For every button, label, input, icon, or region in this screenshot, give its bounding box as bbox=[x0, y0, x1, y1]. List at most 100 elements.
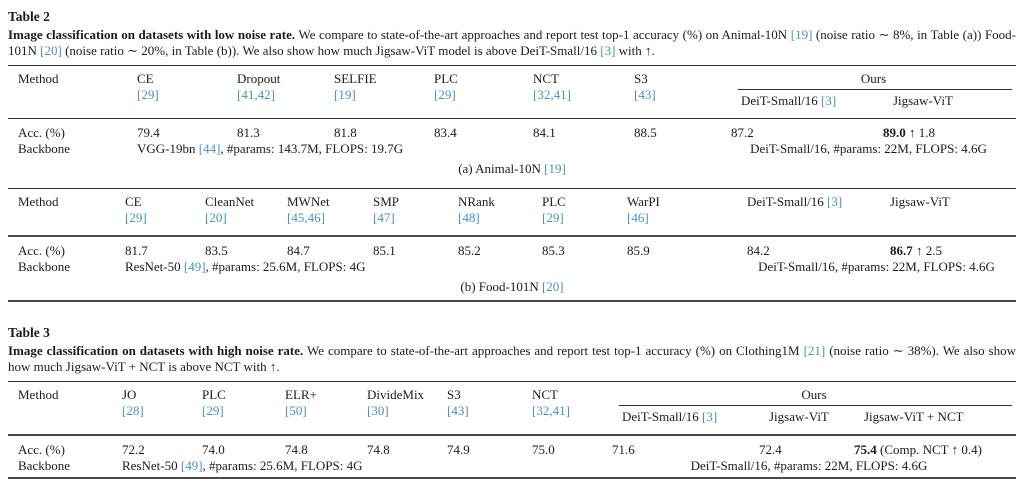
backbone-right: DeiT-Small/16, #params: 22M, FLOPS: 4.6G bbox=[750, 141, 987, 156]
backbone-right: DeiT-Small/16, #params: 22M, FLOPS: 4.6G bbox=[758, 259, 995, 274]
acc-value: 81.8 bbox=[334, 125, 357, 140]
table3-caption: Image classification on datasets with hi… bbox=[8, 343, 1016, 374]
text-segment: ResNet-50 bbox=[125, 259, 184, 274]
col-header-method: Method bbox=[8, 381, 112, 436]
col-header-method: Method bbox=[8, 65, 127, 119]
citation-ref[interactable]: [30] bbox=[367, 403, 389, 418]
col-header-dividemix: DivideMix [30] bbox=[357, 381, 437, 436]
col-header-smp: SMP [47] bbox=[363, 188, 448, 237]
citation-ref[interactable]: [45,46] bbox=[287, 210, 325, 225]
table2-label: Table 2 bbox=[8, 9, 50, 24]
subcaption-a: (a) Animal-10N [19] bbox=[8, 160, 1016, 182]
citation-ref[interactable]: [3] bbox=[821, 93, 837, 108]
citation-ref[interactable]: [20] bbox=[541, 279, 564, 294]
table2a-acc-row: Acc. (%) 79.4 81.3 81.8 83.4 84.1 88.5 8… bbox=[8, 119, 1016, 142]
text-segment: ResNet-50 bbox=[122, 458, 181, 473]
acc-value: 84.7 bbox=[287, 243, 310, 258]
col-header-method: Method bbox=[8, 188, 115, 237]
ours-subheaders: DeiT-Small/16 [3] Jigsaw-ViT Jigsaw-ViT … bbox=[612, 406, 1016, 425]
text-segment: Jigsaw-ViT + NCT bbox=[864, 409, 964, 424]
table3-backbone-row: Backbone ResNet-50 [49], #params: 25.6M,… bbox=[8, 458, 1016, 478]
acc-value: 81.3 bbox=[237, 125, 260, 140]
table2a-backbone-row: Backbone VGG-19bn [44], #params: 143.7M,… bbox=[8, 141, 1016, 160]
acc-value: 74.8 bbox=[367, 442, 390, 457]
col-header-deit: DeiT-Small/16 [3] bbox=[731, 90, 883, 109]
citation-ref[interactable]: [19] bbox=[790, 27, 813, 42]
acc-value: 85.3 bbox=[542, 243, 565, 258]
row-label: Acc. (%) bbox=[18, 243, 65, 258]
acc-value: 72.2 bbox=[122, 442, 145, 457]
citation-ref[interactable]: [44] bbox=[198, 141, 221, 156]
citation-ref[interactable]: [41,42] bbox=[237, 87, 275, 102]
citation-ref[interactable]: [29] bbox=[125, 210, 147, 225]
citation-ref[interactable]: [19] bbox=[544, 161, 566, 176]
acc-value: 88.5 bbox=[634, 125, 657, 140]
citation-ref[interactable]: [32,41] bbox=[532, 403, 570, 418]
acc-value-best: 86.7 ↑ 2.5 bbox=[880, 236, 1016, 259]
col-header-ce: CE [29] bbox=[127, 65, 227, 119]
table2-block: Table 2 Image classification on datasets… bbox=[8, 8, 1016, 302]
text-segment: with ↑. bbox=[615, 42, 655, 58]
col-header-dropout: Dropout [41,42] bbox=[227, 65, 324, 119]
citation-ref[interactable]: [32,41] bbox=[533, 87, 571, 102]
col-header-jigsaw-vit: Jigsaw-ViT bbox=[880, 188, 1016, 237]
citation-ref[interactable]: [20] bbox=[40, 42, 62, 58]
row-label: Backbone bbox=[18, 458, 70, 473]
citation-ref[interactable]: [3] bbox=[600, 42, 616, 58]
citation-ref[interactable]: [3] bbox=[827, 194, 843, 209]
ours-group-header: Ours DeiT-Small/16 [3] Jigsaw-ViT bbox=[721, 65, 1016, 119]
acc-value: 79.4 bbox=[137, 125, 160, 140]
citation-ref[interactable]: [50] bbox=[285, 403, 307, 418]
citation-ref[interactable]: [43] bbox=[447, 403, 469, 418]
row-label: Acc. (%) bbox=[18, 442, 65, 457]
citation-ref[interactable]: [29] bbox=[434, 87, 456, 102]
citation-ref[interactable]: [20] bbox=[205, 210, 227, 225]
text-segment: Image classification on datasets with lo… bbox=[8, 27, 296, 42]
col-header-ce: CE [29] bbox=[115, 188, 195, 237]
table2b-acc-row: Acc. (%) 81.7 83.5 84.7 85.1 85.2 85.3 8… bbox=[8, 236, 1016, 259]
text-segment: 89.0 bbox=[883, 125, 906, 140]
citation-ref[interactable]: [46] bbox=[627, 210, 649, 225]
citation-ref[interactable]: [21] bbox=[803, 343, 826, 358]
citation-ref[interactable]: [48] bbox=[458, 210, 480, 225]
ours-label: Ours bbox=[801, 387, 827, 402]
text-segment: 75.4 bbox=[854, 442, 877, 457]
text-segment: (b) Food-101N bbox=[460, 279, 542, 294]
acc-value-best: 89.0 ↑ 1.8 bbox=[873, 119, 1016, 142]
text-segment: ↑ 1.8 bbox=[905, 125, 935, 140]
text-segment: , #params: 143.7M, FLOPS: 19.7G bbox=[220, 141, 404, 156]
text-segment: DeiT-Small/16 bbox=[622, 409, 703, 424]
table3-block: Table 3 Image classification on datasets… bbox=[8, 324, 1017, 479]
citation-ref[interactable]: [49] bbox=[180, 458, 203, 473]
table2a: Method CE [29] Dropout [41,42] SELFIE [19] … bbox=[8, 65, 1016, 182]
text-segment: , #params: 25.6M, FLOPS: 4G bbox=[202, 458, 363, 473]
col-header-nrank: NRank [48] bbox=[448, 188, 532, 237]
citation-ref[interactable]: [29] bbox=[202, 403, 224, 418]
citation-ref[interactable]: [29] bbox=[137, 87, 159, 102]
citation-ref[interactable]: [19] bbox=[334, 87, 356, 102]
citation-ref[interactable]: [43] bbox=[634, 87, 656, 102]
acc-value: 74.0 bbox=[202, 442, 225, 457]
acc-value: 87.2 bbox=[731, 125, 754, 140]
acc-value: 74.9 bbox=[447, 442, 470, 457]
table2a-header-row: Method CE [29] Dropout [41,42] SELFIE [19] … bbox=[8, 65, 1016, 119]
citation-ref[interactable]: [29] bbox=[542, 210, 564, 225]
table3-header-row: Method JO [28] PLC [29] ELR+ [50] DivideMix… bbox=[8, 381, 1017, 436]
ours-underline bbox=[738, 89, 1012, 90]
ours-group-header: Ours DeiT-Small/16 [3] Jigsaw-ViT Jigsaw… bbox=[602, 381, 1017, 436]
table2b-header-row: Method CE [29] CleanNet [20] MWNet [45,46] … bbox=[8, 188, 1016, 237]
acc-value: 72.4 bbox=[759, 442, 782, 457]
text-segment: (noise ratio ∼ 20%, in Table (b)). We al… bbox=[61, 42, 601, 58]
col-header-deit: DeiT-Small/16 [3] bbox=[612, 406, 759, 425]
col-header-deit: DeiT-Small/16 [3] bbox=[737, 188, 880, 237]
col-header-jigsaw-vit: Jigsaw-ViT bbox=[883, 90, 1016, 109]
citation-ref[interactable]: [3] bbox=[702, 409, 718, 424]
citation-ref[interactable]: [47] bbox=[373, 210, 395, 225]
ours-subheaders: DeiT-Small/16 [3] Jigsaw-ViT bbox=[731, 90, 1016, 109]
citation-ref[interactable]: [28] bbox=[122, 403, 144, 418]
col-header-jigsaw-vit: Jigsaw-ViT bbox=[759, 406, 854, 425]
col-header-nct: NCT [32,41] bbox=[523, 65, 624, 119]
citation-ref[interactable]: [49] bbox=[183, 259, 206, 274]
text-segment: We compare to state-of-the-art approache… bbox=[295, 27, 791, 42]
